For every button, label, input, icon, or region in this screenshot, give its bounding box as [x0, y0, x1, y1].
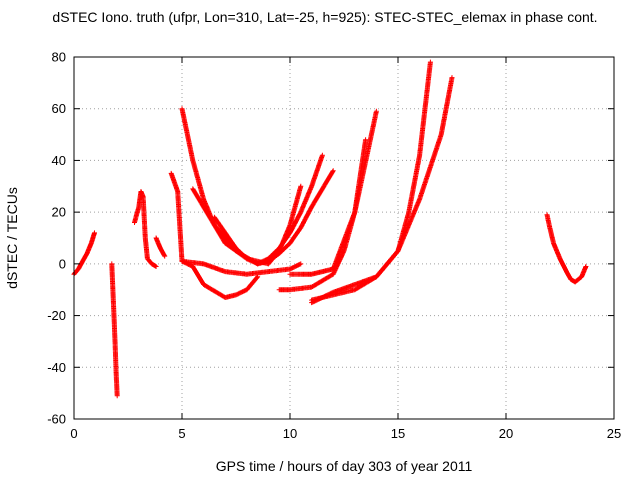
series-markers	[71, 230, 98, 277]
series-markers	[179, 258, 304, 277]
series-markers	[168, 170, 261, 300]
series-markers	[132, 189, 159, 269]
data-layer	[71, 59, 589, 399]
tick-layer: 0 5 10 15 20 25 -60 -40 -20 0 20 40 60 80	[47, 50, 621, 442]
y-tick-label: -60	[47, 412, 66, 427]
y-tick-label: 80	[52, 50, 66, 65]
y-tick-label: -20	[47, 308, 66, 323]
series-arc-3	[132, 189, 159, 269]
series-arc-1	[71, 230, 98, 277]
y-tick-label: 0	[59, 256, 66, 271]
x-tick-label: 25	[607, 426, 621, 441]
series-markers	[211, 168, 336, 267]
plot-frame	[73, 56, 615, 420]
y-axis-title: dSTEC / TECUs	[4, 187, 20, 289]
series-markers	[153, 235, 168, 259]
series-markers	[276, 137, 369, 293]
x-tick-label: 10	[283, 426, 297, 441]
x-tick-label: 0	[70, 426, 77, 441]
x-tick-label: 20	[499, 426, 513, 441]
series-arc-6	[179, 258, 304, 277]
y-tick-label: 40	[52, 153, 66, 168]
x-tick-label: 5	[178, 426, 185, 441]
chart-title: dSTEC Iono. truth (ufpr, Lon=310, Lat=-2…	[52, 9, 597, 25]
y-tick-label: -40	[47, 360, 66, 375]
series-markers	[109, 261, 120, 399]
series-markers	[309, 75, 455, 303]
x-tick-label: 15	[391, 426, 405, 441]
series-markers	[544, 212, 589, 285]
series-arc-13	[309, 75, 455, 303]
series-arc-5	[168, 170, 261, 300]
series-arc-4	[153, 235, 168, 259]
series-arc-14	[544, 212, 589, 285]
series-arc-9	[211, 168, 336, 267]
y-tick-label: 60	[52, 101, 66, 116]
x-axis-title: GPS time / hours of day 303 of year 2011	[216, 458, 473, 474]
series-arc-11	[276, 137, 369, 293]
series-arc-2	[109, 261, 120, 399]
y-tick-label: 20	[52, 205, 66, 220]
